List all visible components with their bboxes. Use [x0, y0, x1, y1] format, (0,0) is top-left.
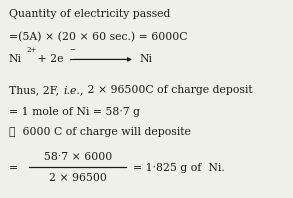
Text: + 2e: + 2e	[34, 54, 63, 64]
Text: =(5A) × (20 × 60 sec.) = 6000C: =(5A) × (20 × 60 sec.) = 6000C	[9, 32, 187, 42]
Text: Ni: Ni	[139, 54, 152, 64]
Text: =: =	[9, 163, 18, 173]
Text: ∴  6000 C of charge will deposite: ∴ 6000 C of charge will deposite	[9, 127, 191, 137]
Text: = 1 mole of Ni = 58·7 g: = 1 mole of Ni = 58·7 g	[9, 107, 140, 117]
Text: i.e.,: i.e.,	[63, 85, 84, 95]
Text: Ni: Ni	[9, 54, 22, 64]
Text: 2+: 2+	[27, 47, 37, 54]
Text: −: −	[69, 47, 75, 54]
Text: 58·7 × 6000: 58·7 × 6000	[44, 152, 112, 162]
Text: 2 × 96500: 2 × 96500	[49, 173, 107, 183]
Text: 2 × 96500C of charge deposit: 2 × 96500C of charge deposit	[84, 85, 252, 95]
Text: Thus, 2F,: Thus, 2F,	[9, 85, 62, 95]
Text: Quantity of electricity passed: Quantity of electricity passed	[9, 9, 170, 19]
Text: = 1·825 g of  Ni.: = 1·825 g of Ni.	[133, 163, 225, 173]
